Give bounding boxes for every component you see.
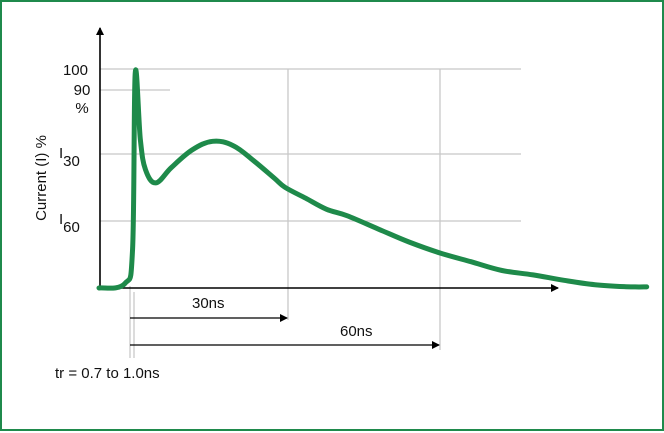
y-tick-i60-subscript: 60	[63, 219, 80, 236]
label-60ns: 60ns	[340, 323, 373, 340]
y-tick-90: 90	[74, 82, 91, 99]
y-tick-i60-letter: I	[59, 211, 63, 228]
label-rise-time: tr = 0.7 to 1.0ns	[55, 365, 160, 382]
y-tick-i30-letter: I	[59, 145, 63, 162]
series-line-current	[96, 67, 650, 291]
gridlines	[100, 68, 521, 358]
y-tick-i30: I30	[59, 145, 80, 170]
label-30ns: 30ns	[192, 295, 225, 312]
y-tick-percent: %	[75, 100, 88, 117]
y-tick-i60: I60	[59, 211, 80, 236]
y-tick-100: 100	[63, 62, 88, 79]
y-tick-i30-subscript: 30	[63, 153, 80, 170]
y-axis-label: Current (I) %	[33, 135, 50, 221]
